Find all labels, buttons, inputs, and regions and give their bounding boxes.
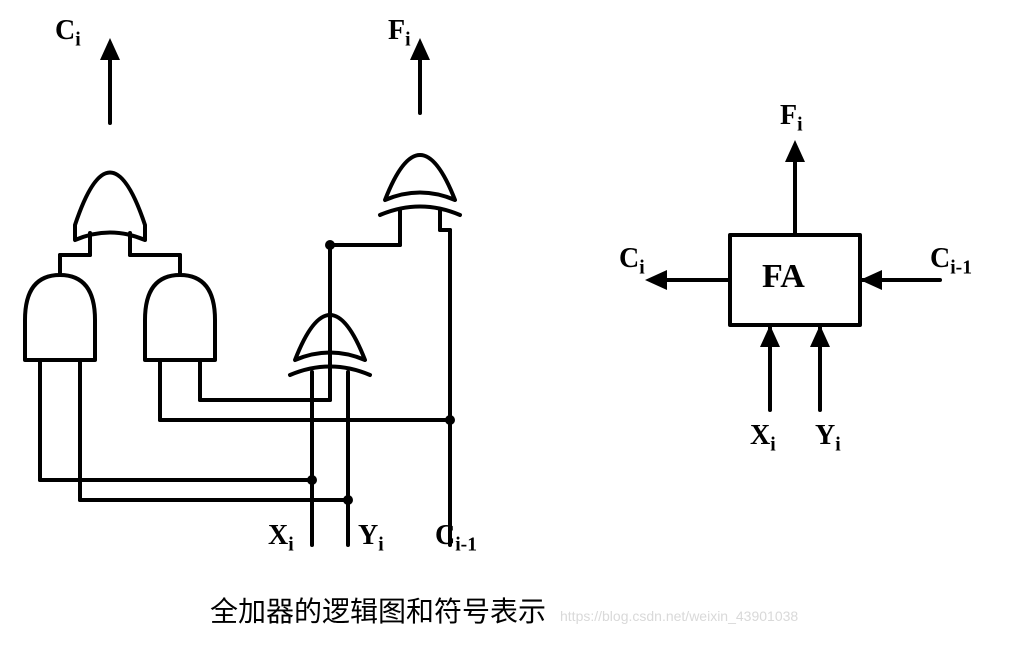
watermark: https://blog.csdn.net/weixin_43901038: [560, 608, 798, 624]
logic-circuit-svg: [0, 0, 1019, 646]
block-label-xi: Xi: [750, 420, 776, 457]
caption: 全加器的逻辑图和符号表示: [210, 590, 546, 630]
and-gate-2: [145, 275, 215, 360]
block-label-fa: FA: [762, 258, 805, 296]
block-label-yi: Yi: [815, 420, 841, 457]
block-label-f: Fi: [780, 100, 803, 137]
label-carry-out: Ci: [55, 15, 81, 52]
or-gate: [75, 173, 145, 241]
label-sum-out: Fi: [388, 15, 411, 52]
and-gate-1: [25, 275, 95, 360]
label-y-in: Yi: [358, 520, 384, 557]
xor-gate-2: [385, 155, 455, 200]
label-x-in: Xi: [268, 520, 294, 557]
label-carry-in: Ci-1: [435, 520, 477, 557]
block-label-ci: Ci: [619, 243, 645, 280]
block-label-ci-1: Ci-1: [930, 243, 972, 280]
